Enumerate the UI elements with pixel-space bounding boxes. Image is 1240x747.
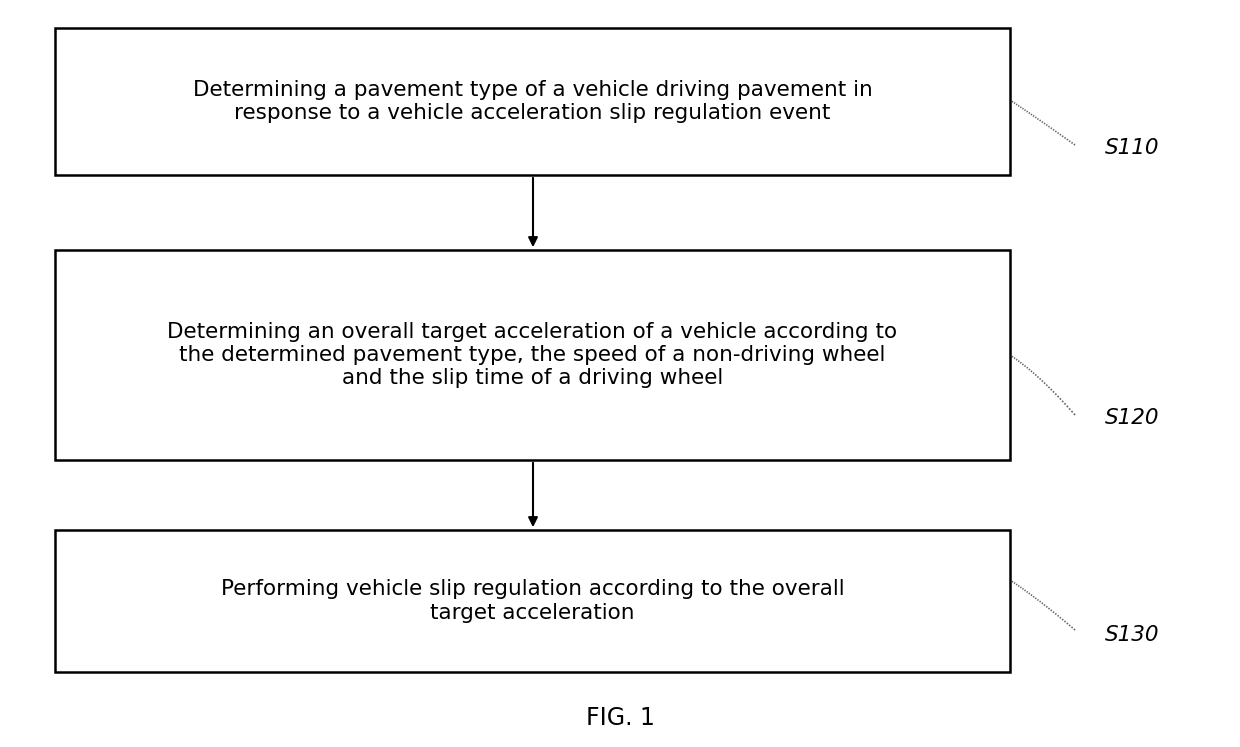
Text: Determining a pavement type of a vehicle driving pavement in
response to a vehic: Determining a pavement type of a vehicle… — [192, 80, 873, 123]
Text: FIG. 1: FIG. 1 — [585, 706, 655, 730]
Text: S130: S130 — [1105, 625, 1159, 645]
Bar — [55, 250, 1011, 460]
Bar — [55, 530, 1011, 672]
Bar — [55, 28, 1011, 175]
Text: S110: S110 — [1105, 138, 1159, 158]
Text: Determining an overall target acceleration of a vehicle according to
the determi: Determining an overall target accelerati… — [167, 322, 898, 388]
Text: Performing vehicle slip regulation according to the overall
target acceleration: Performing vehicle slip regulation accor… — [221, 580, 844, 622]
Text: S120: S120 — [1105, 408, 1159, 428]
